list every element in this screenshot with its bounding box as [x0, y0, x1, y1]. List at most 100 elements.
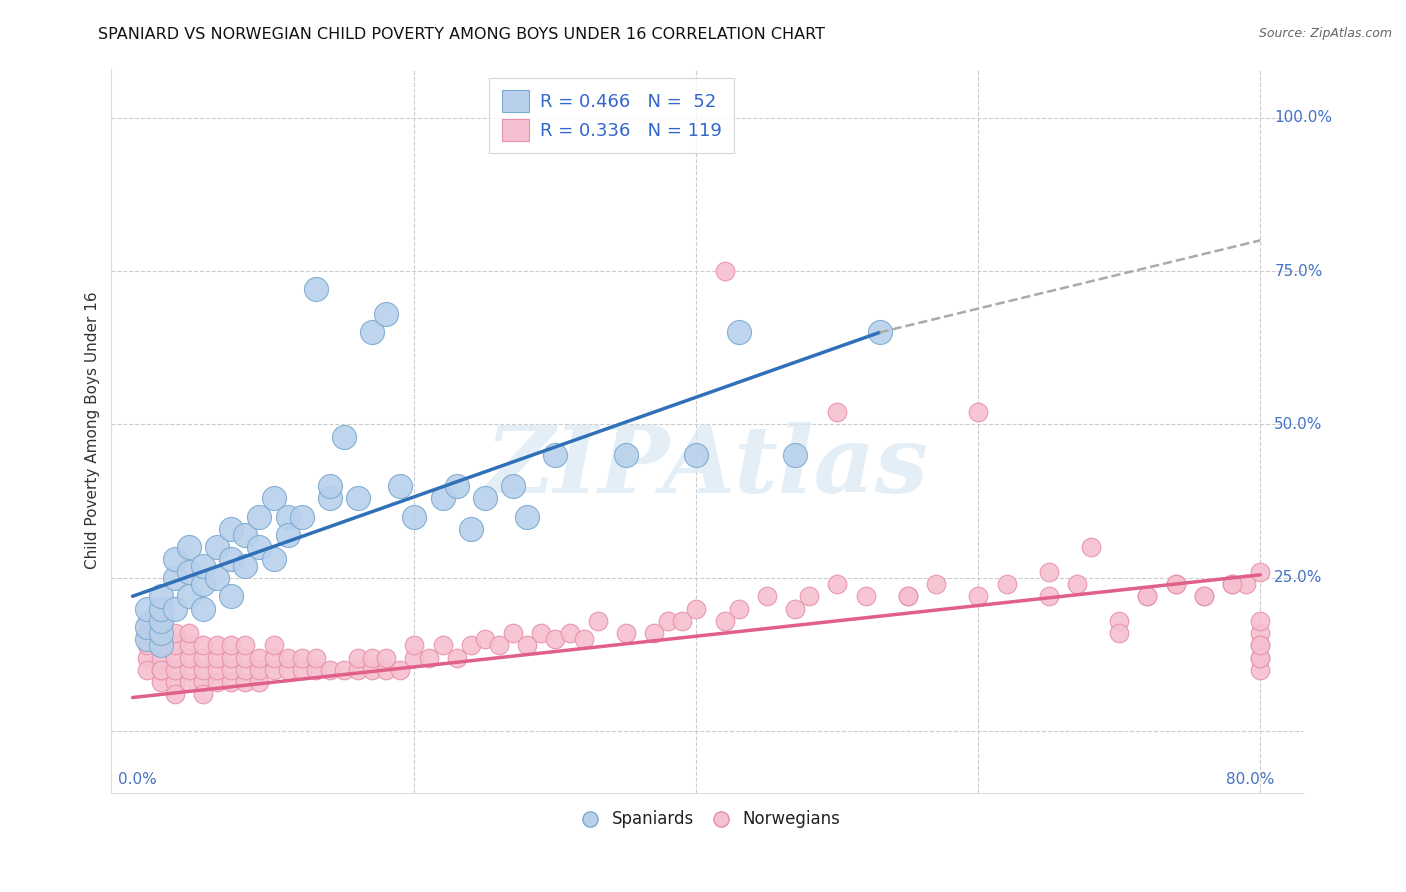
Point: [135, 601, 157, 615]
Point: [1220, 577, 1243, 591]
Point: [474, 632, 496, 647]
Point: [446, 479, 468, 493]
Point: [205, 540, 228, 554]
Point: [713, 614, 735, 628]
Text: 100.0%: 100.0%: [1274, 110, 1333, 125]
Point: [249, 509, 271, 524]
Point: [897, 589, 920, 603]
Point: [191, 663, 214, 677]
Point: [827, 405, 849, 419]
Point: [305, 650, 328, 665]
Point: [319, 491, 342, 505]
Point: [277, 650, 299, 665]
Point: [219, 650, 242, 665]
Point: [163, 675, 186, 690]
Point: [263, 650, 285, 665]
Point: [572, 632, 595, 647]
Point: [967, 405, 990, 419]
Point: [1249, 614, 1271, 628]
Point: [135, 639, 157, 653]
Point: [375, 663, 398, 677]
Point: [149, 614, 172, 628]
Point: [191, 601, 214, 615]
Point: [1164, 577, 1187, 591]
Point: [783, 601, 806, 615]
Point: [333, 663, 356, 677]
Point: [191, 639, 214, 653]
Point: [727, 326, 749, 340]
Point: [1249, 663, 1271, 677]
Point: [855, 589, 877, 603]
Point: [191, 688, 214, 702]
Point: [671, 614, 693, 628]
Point: [1192, 589, 1215, 603]
Point: [277, 528, 299, 542]
Text: 75.0%: 75.0%: [1274, 263, 1323, 278]
Point: [1108, 626, 1130, 640]
Point: [177, 589, 200, 603]
Point: [685, 448, 707, 462]
Point: [375, 650, 398, 665]
Point: [333, 430, 356, 444]
Point: [177, 540, 200, 554]
Point: [347, 650, 370, 665]
Point: [361, 650, 384, 665]
Point: [219, 552, 242, 566]
Point: [149, 675, 172, 690]
Text: SPANIARD VS NORWEGIAN CHILD POVERTY AMONG BOYS UNDER 16 CORRELATION CHART: SPANIARD VS NORWEGIAN CHILD POVERTY AMON…: [98, 27, 825, 42]
Point: [249, 663, 271, 677]
Point: [1066, 577, 1088, 591]
Point: [995, 577, 1018, 591]
Point: [177, 626, 200, 640]
Point: [177, 650, 200, 665]
Point: [347, 663, 370, 677]
Point: [163, 571, 186, 585]
Point: [163, 650, 186, 665]
Point: [149, 614, 172, 628]
Point: [460, 639, 482, 653]
Point: [177, 565, 200, 579]
Point: [205, 650, 228, 665]
Point: [1220, 577, 1243, 591]
Point: [191, 675, 214, 690]
Point: [135, 632, 157, 647]
Point: [783, 448, 806, 462]
Point: [375, 307, 398, 321]
Point: [1249, 565, 1271, 579]
Point: [530, 626, 553, 640]
Point: [219, 639, 242, 653]
Point: [233, 639, 256, 653]
Point: [149, 626, 172, 640]
Point: [544, 632, 567, 647]
Point: [1249, 639, 1271, 653]
Point: [404, 650, 426, 665]
Point: [319, 663, 342, 677]
Point: [1038, 565, 1060, 579]
Point: [925, 577, 948, 591]
Point: [685, 601, 707, 615]
Point: [614, 448, 637, 462]
Point: [163, 552, 186, 566]
Point: [516, 509, 538, 524]
Point: [191, 558, 214, 573]
Point: [177, 675, 200, 690]
Point: [516, 639, 538, 653]
Point: [205, 675, 228, 690]
Point: [361, 326, 384, 340]
Point: [799, 589, 821, 603]
Point: [135, 626, 157, 640]
Point: [163, 639, 186, 653]
Point: [432, 491, 454, 505]
Point: [1108, 614, 1130, 628]
Point: [135, 663, 157, 677]
Point: [713, 264, 735, 278]
Point: [263, 639, 285, 653]
Point: [1192, 589, 1215, 603]
Point: [1080, 540, 1102, 554]
Point: [191, 650, 214, 665]
Point: [135, 614, 157, 628]
Point: [643, 626, 665, 640]
Point: [319, 479, 342, 493]
Text: 50.0%: 50.0%: [1274, 417, 1323, 432]
Point: [418, 650, 440, 665]
